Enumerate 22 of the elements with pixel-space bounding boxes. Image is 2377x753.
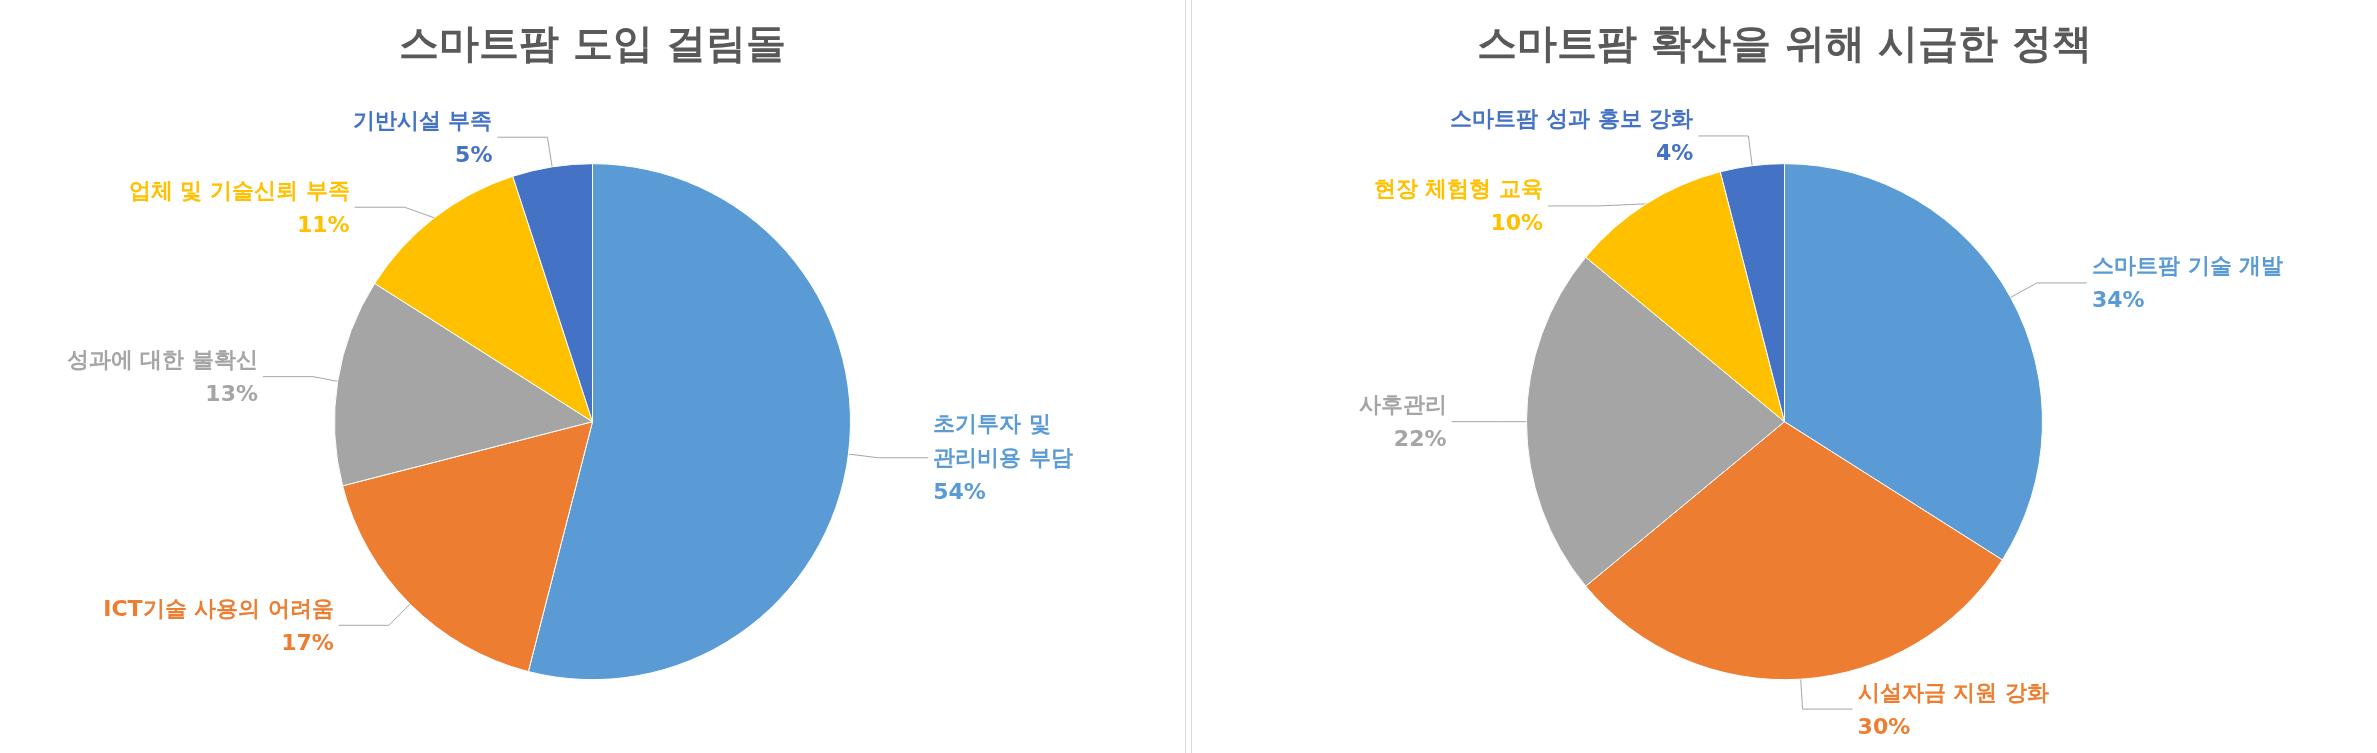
data-label: 5% xyxy=(455,141,493,167)
slice-label: 시설자금 지원 강화 xyxy=(1857,679,2049,705)
data-label: 22% xyxy=(1393,426,1447,452)
data-label: 17% xyxy=(281,629,334,655)
data-label: 54% xyxy=(933,479,986,505)
slice-label: 스마트팜 기술 개발 xyxy=(2091,253,2284,279)
data-label: 30% xyxy=(1857,713,1911,739)
slice-label: 업체 및 기술신뢰 부족 xyxy=(128,177,350,203)
chart-title: 스마트팜 도입 걸림돌 xyxy=(398,20,787,66)
data-label: 4% xyxy=(1656,140,1694,166)
data-label: 13% xyxy=(205,381,259,407)
slice-label: 사후관리 xyxy=(1358,392,1447,418)
slice-label: 초기투자 및 관리비용 부담 xyxy=(933,411,1073,471)
data-label: 11% xyxy=(296,211,350,237)
data-label: 10% xyxy=(1490,210,1544,236)
data-label: 34% xyxy=(2091,287,2145,313)
slice-label: 기반시설 부족 xyxy=(352,107,493,133)
slice-label: 성과에 대한 불확신 xyxy=(66,347,259,373)
slice-label: ICT기술 사용의 어려움 xyxy=(103,595,334,621)
slice-label: 현장 체험형 교육 xyxy=(1373,176,1544,202)
chart-title: 스마트팜 확산을 위해 시급한 정책 xyxy=(1476,20,2093,66)
slice-label: 스마트팜 성과 홍보 강화 xyxy=(1450,106,1694,132)
